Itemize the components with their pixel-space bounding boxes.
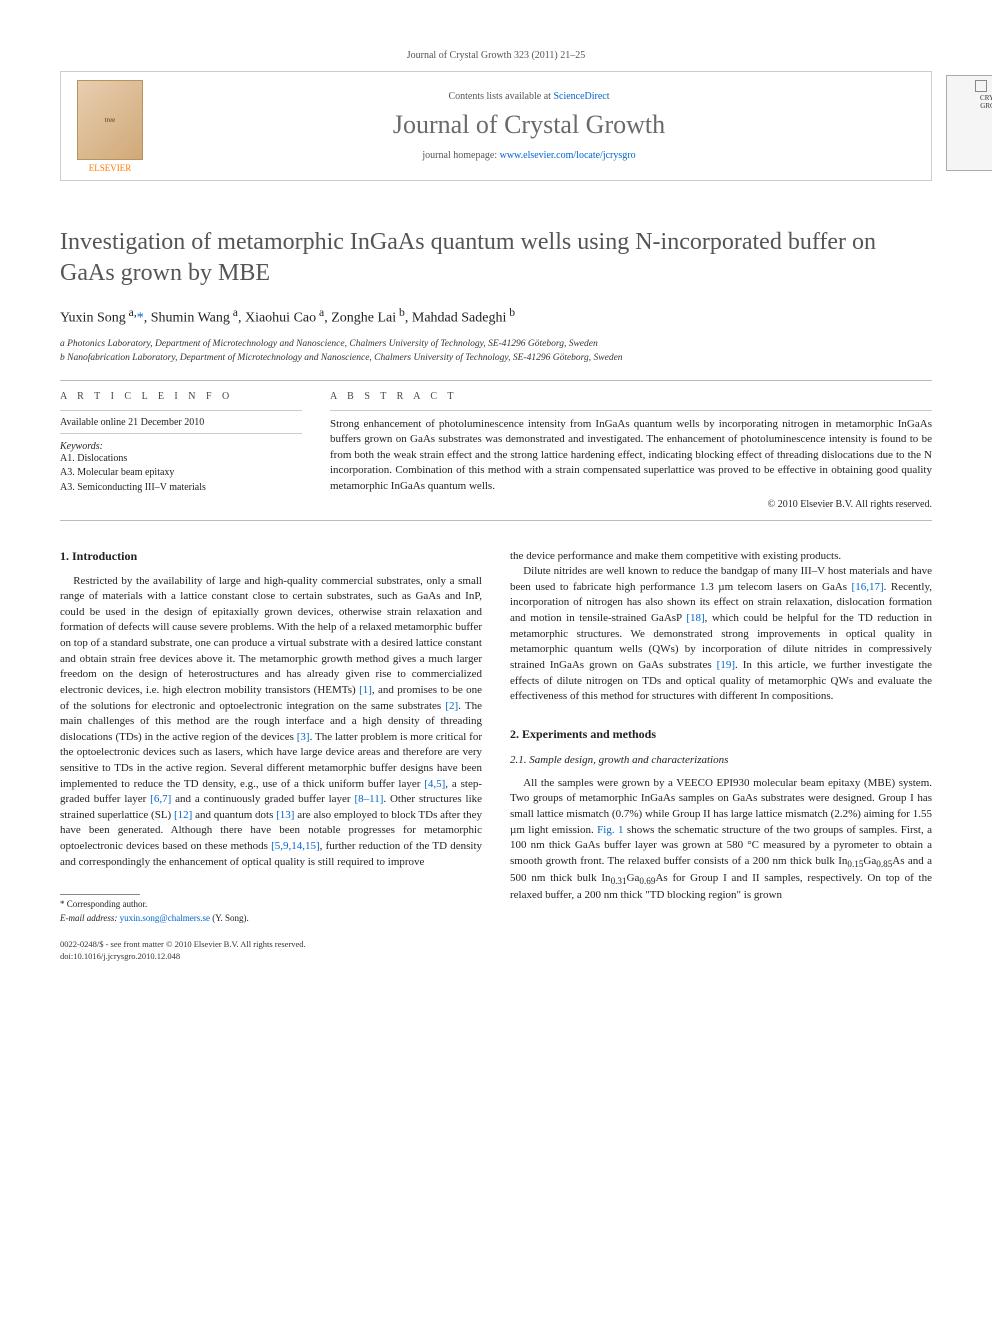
homepage-prefix: journal homepage: [422,150,499,161]
intro-paragraph-1: Restricted by the availability of large … [60,574,482,871]
journal-header: tree ELSEVIER Contents lists available a… [60,71,932,181]
elsevier-label: ELSEVIER [77,163,143,173]
email-label: E-mail address: [60,913,120,923]
footnote-rule [60,894,140,895]
elsevier-tree-icon: tree [77,80,143,160]
intro-paragraph-2: Dilute nitrides are well known to reduce… [510,564,932,704]
corresponding-marker[interactable]: * [137,311,144,326]
ref-3-link[interactable]: [3] [297,731,310,743]
keyword-3: A3. Semiconducting III–V materials [60,481,302,496]
divider-top [60,380,932,381]
author-3: Xiaohui Cao [245,311,316,326]
author-4-affil: b [396,306,405,319]
authors-line: Yuxin Song a,*, Shumin Wang a, Xiaohui C… [60,306,932,327]
author-5: Mahdad Sadeghi [412,311,506,326]
ref-45-link[interactable]: [4,5] [424,778,445,790]
abstract-copyright: © 2010 Elsevier B.V. All rights reserved… [330,499,932,510]
homepage-link[interactable]: www.elsevier.com/locate/jcrysgro [500,150,636,161]
contents-prefix: Contents lists available at [448,91,553,102]
corresponding-footnote: * Corresponding author. [60,899,482,909]
keyword-2: A3. Molecular beam epitaxy [60,466,302,481]
author-4: Zonghe Lai [331,311,396,326]
author-1: Yuxin Song [60,311,126,326]
ref-12-link[interactable]: [12] [174,809,192,821]
section-2-1-heading: 2.1. Sample design, growth and character… [510,754,932,766]
section-2-heading: 2. Experiments and methods [510,727,932,742]
email-footnote: E-mail address: yuxin.song@chalmers.se (… [60,913,482,923]
affiliation-a: a Photonics Laboratory, Department of Mi… [60,337,932,351]
ref-13-link[interactable]: [13] [276,809,294,821]
affiliation-b: b Nanofabrication Laboratory, Department… [60,351,932,365]
author-3-affil: a [316,306,324,319]
keyword-1: A1. Dislocations [60,452,302,467]
author-2: Shumin Wang [151,311,230,326]
author-1-affil: a, [126,306,137,319]
ref-2-link[interactable]: [2] [445,700,458,712]
ref-591415-link[interactable]: [5,9,14,15] [271,840,320,852]
ref-19-link[interactable]: [19] [717,659,735,671]
author-5-affil: b [506,306,515,319]
ref-1-link[interactable]: [1] [359,684,372,696]
ref-811-link[interactable]: [8–11] [354,793,383,805]
doi-line: doi:10.1016/j.jcrysgro.2010.12.048 [60,951,932,962]
sciencedirect-link[interactable]: ScienceDirect [553,91,609,102]
journal-cover-thumb: CRYSTAL GROWTH [946,75,992,171]
ref-1617-link[interactable]: [16,17] [852,581,884,593]
email-author: (Y. Song). [210,913,249,923]
author-2-affil: a [230,306,238,319]
available-online: Available online 21 December 2010 [60,417,302,434]
experiments-paragraph-1: All the samples were grown by a VEECO EP… [510,776,932,904]
article-title: Investigation of metamorphic InGaAs quan… [60,227,932,288]
ref-18-link[interactable]: [18] [686,612,704,624]
issn-line: 0022-0248/$ - see front matter © 2010 El… [60,939,932,950]
journal-name: Journal of Crystal Growth [143,110,915,140]
abstract-heading: A B S T R A C T [330,391,932,402]
ref-67-link[interactable]: [6,7] [150,793,171,805]
email-link[interactable]: yuxin.song@chalmers.se [120,913,210,923]
cover-text: CRYSTAL GROWTH [951,95,992,110]
abstract-text: Strong enhancement of photoluminescence … [330,417,932,495]
keywords-heading: Keywords: [60,441,302,452]
cover-mini-icon [975,80,987,92]
journal-homepage: journal homepage: www.elsevier.com/locat… [143,150,915,161]
divider-bottom [60,520,932,521]
journal-reference: Journal of Crystal Growth 323 (2011) 21–… [60,50,932,61]
article-info-heading: A R T I C L E I N F O [60,391,302,402]
contents-lists-line: Contents lists available at ScienceDirec… [143,91,915,102]
intro-paragraph-1b: the device performance and make them com… [510,549,932,565]
section-1-heading: 1. Introduction [60,549,482,564]
fig-1-link[interactable]: Fig. 1 [597,824,623,836]
